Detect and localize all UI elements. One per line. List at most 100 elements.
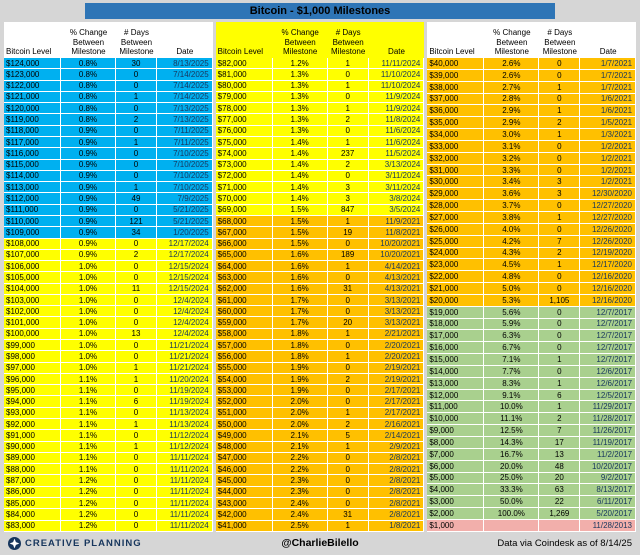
table-row: $74,000 1.4% 237 11/5/2024	[215, 148, 425, 160]
pct-change-cell: 1.9%	[272, 373, 328, 386]
table-row: $59,000 1.7% 20 3/13/2021	[215, 317, 425, 329]
pct-change-cell: 1.4%	[272, 170, 328, 183]
table-row: $107,000 0.9% 2 12/17/2024	[4, 249, 213, 262]
pct-change-cell: 5.6%	[484, 306, 540, 319]
bitcoin-level-cell: $73,000	[215, 159, 273, 171]
pct-change-cell: 2.0%	[272, 396, 328, 408]
table-row: $23,000 4.5% 1 12/17/2020	[427, 259, 637, 272]
bitcoin-level-cell: $59,000	[215, 317, 273, 329]
days-between-cell: 0	[116, 148, 157, 160]
days-between-cell: 0	[116, 261, 157, 273]
date-cell: 4/13/2021	[368, 272, 425, 284]
pct-change-cell: 1.0%	[61, 328, 116, 341]
bitcoin-level-cell: $121,000	[4, 91, 61, 104]
header-pct-line2: Between	[284, 37, 316, 47]
pct-change-cell: 0.8%	[61, 58, 116, 70]
date-cell: 11/9/2024	[368, 103, 425, 115]
bitcoin-level-cell: $4,000	[427, 484, 485, 497]
pct-change-cell: 0.8%	[61, 103, 116, 115]
pct-change-cell: 6.7%	[484, 342, 540, 355]
table-row: $58,000 1.8% 1 2/21/2021	[215, 328, 425, 341]
table-row: $112,000 0.9% 49 7/9/2025	[4, 193, 213, 205]
bitcoin-level-cell: $84,000	[4, 509, 61, 521]
pct-change-cell: 3.2%	[484, 152, 540, 165]
date-cell: 11/21/2024	[157, 340, 213, 352]
header-days-line2: Between	[544, 37, 576, 47]
pct-change-cell: 2.0%	[272, 407, 328, 419]
days-between-cell: 19	[327, 227, 369, 239]
date-cell: 3/11/2024	[368, 182, 425, 194]
table-row: $60,000 1.7% 0 3/13/2021	[215, 306, 425, 318]
pct-change-cell: 5.9%	[484, 318, 540, 331]
header-date: Date	[157, 22, 213, 58]
date-cell: 12/7/2017	[580, 354, 637, 366]
pct-change-cell: 1.4%	[272, 159, 328, 171]
page-title: Bitcoin - $1,000 Milestones	[249, 5, 391, 17]
date-cell: 12/15/2024	[157, 272, 213, 284]
days-between-cell: 1	[116, 419, 157, 431]
days-between-cell: 0	[327, 497, 369, 510]
bitcoin-level-cell: $108,000	[4, 238, 61, 250]
pct-change-cell: 3.0%	[484, 129, 540, 141]
days-between-cell: 0	[116, 452, 157, 465]
table-row: $38,000 2.7% 1 1/7/2021	[427, 81, 637, 94]
pct-change-cell: 0.9%	[61, 136, 116, 149]
bitcoin-level-cell: $114,000	[4, 170, 61, 183]
bitcoin-level-cell: $41,000	[215, 520, 273, 532]
pct-change-cell: 1.0%	[61, 351, 116, 363]
table-header: Bitcoin Level % Change Between Milestone…	[4, 22, 213, 58]
days-between-cell: 0	[539, 93, 581, 106]
table-row: $99,000 1.0% 0 11/21/2024	[4, 340, 213, 352]
date-cell: 11/6/2024	[368, 125, 425, 137]
bitcoin-level-cell: $60,000	[215, 306, 273, 318]
pct-change-cell: 2.9%	[484, 105, 540, 118]
date-cell: 2/8/2021	[368, 464, 425, 476]
date-cell: 12/4/2024	[157, 328, 213, 341]
bitcoin-level-cell: $89,000	[4, 452, 61, 465]
days-between-cell: 0	[116, 385, 157, 397]
bitcoin-level-cell: $1,000	[427, 519, 485, 532]
date-cell: 8/13/2017	[580, 484, 637, 497]
pct-change-cell: 1.1%	[61, 419, 116, 431]
table-row: $8,000 14.3% 17 11/19/2017	[427, 437, 637, 449]
date-cell: 7/10/2025	[157, 148, 213, 160]
date-cell: 12/15/2024	[157, 261, 213, 273]
table-row: $6,000 20.0% 48 10/20/2017	[427, 460, 637, 473]
bitcoin-level-cell: $23,000	[427, 259, 485, 272]
date-cell: 3/13/2021	[368, 294, 425, 307]
bitcoin-level-cell: $118,000	[4, 125, 61, 137]
bitcoin-level-cell: $76,000	[215, 125, 273, 137]
date-cell: 11/11/2024	[157, 486, 213, 498]
days-between-cell: 0	[327, 272, 369, 284]
pct-change-cell: 2.3%	[272, 475, 328, 487]
date-cell: 12/30/2020	[580, 188, 637, 201]
date-cell: 2/8/2021	[368, 497, 425, 510]
pct-change-cell: 2.0%	[272, 419, 328, 431]
creative-planning-logo-icon	[8, 536, 21, 550]
pct-change-cell: 0.9%	[61, 170, 116, 183]
pct-change-cell: 20.0%	[484, 460, 540, 473]
days-between-cell: 121	[116, 215, 157, 228]
header-days-line1: # Days	[124, 28, 149, 38]
days-between-cell: 0	[116, 509, 157, 521]
table-row: $108,000 0.9% 0 12/17/2024	[4, 238, 213, 250]
date-cell: 11/26/2017	[580, 425, 637, 437]
tables-container: Bitcoin Level % Change Between Milestone…	[4, 22, 637, 532]
date-cell: 11/10/2024	[368, 69, 425, 81]
date-cell: 11/11/2024	[157, 452, 213, 465]
pct-change-cell: 1.2%	[61, 509, 116, 521]
date-cell: 12/27/2020	[580, 211, 637, 224]
table-row: $70,000 1.4% 3 3/8/2024	[215, 193, 425, 205]
bitcoin-level-cell: $82,000	[215, 58, 273, 70]
pct-change-cell: 0.9%	[61, 148, 116, 160]
bitcoin-level-cell: $78,000	[215, 103, 273, 115]
table-row: $83,000 1.2% 0 11/11/2024	[4, 520, 213, 532]
days-between-cell: 0	[116, 204, 157, 216]
table-row: $71,000 1.4% 3 3/11/2024	[215, 182, 425, 194]
date-cell: 11/13/2024	[157, 419, 213, 431]
days-between-cell: 13	[539, 448, 581, 461]
header-pct-line2: Between	[72, 37, 105, 47]
table-row: $89,000 1.1% 0 11/11/2024	[4, 452, 213, 465]
days-between-cell: 7	[539, 425, 581, 437]
bitcoin-level-cell: $24,000	[427, 247, 485, 260]
